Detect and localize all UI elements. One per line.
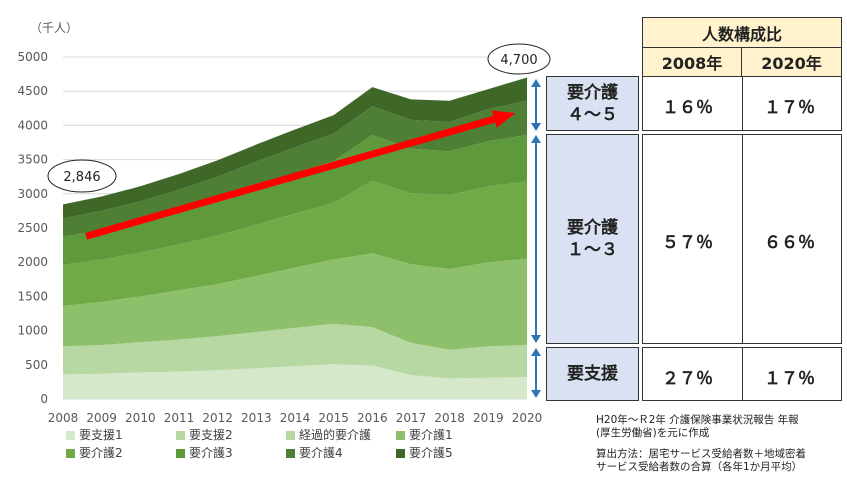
area-series-要介護4 [63, 100, 527, 237]
legend-item: 要介護2 [66, 446, 123, 460]
callout-bubble [487, 43, 551, 75]
legend-label: 要支援1 [79, 428, 123, 442]
x-tick-label: 2008 [48, 411, 79, 425]
trend-arrow-shaft [85, 115, 496, 240]
trend-arrow-head [491, 110, 516, 128]
legend-swatch [176, 431, 185, 440]
area-series-要介護2 [63, 180, 527, 306]
group-bracket-arrows [531, 79, 541, 398]
x-tick-label: 2020 [512, 411, 543, 425]
x-tick-label: 2010 [125, 411, 156, 425]
legend-item: 要介護3 [176, 446, 233, 460]
legend-label: 要介護4 [299, 446, 343, 460]
legend-item: 要介護5 [396, 446, 453, 460]
group-label-support: 要支援 [546, 347, 639, 401]
pct-2020-support: １７％ [764, 369, 815, 389]
x-tick-label: 2013 [241, 411, 272, 425]
callout-bubble [47, 159, 117, 193]
x-tick-label: 2018 [434, 411, 465, 425]
area-series-要支援2 [63, 323, 527, 379]
y-tick-label: 2000 [17, 255, 48, 269]
area-series-要介護5 [63, 77, 527, 219]
y-tick-label: 4500 [17, 84, 48, 98]
x-tick-label: 2015 [318, 411, 349, 425]
legend-item: 要支援2 [176, 428, 233, 442]
group-label-line1: 要支援 [567, 364, 618, 384]
legend-label: 要介護1 [409, 428, 453, 442]
legend-item: 要支援1 [66, 428, 123, 442]
y-tick-labels: 0 500 1000 1500 2000 2500 3000 3500 4000 4500 5000 [17, 50, 48, 406]
area-layer [63, 77, 527, 399]
area-series-要支援1 [63, 364, 527, 399]
group-label-care-1-3: 要介護 １～３ [546, 134, 639, 344]
method-note-line2: サービス受給者数の合算（各年1か月平均） [596, 461, 803, 473]
legend-swatch [396, 431, 405, 440]
x-tick-label: 2012 [202, 411, 233, 425]
pct-2008-care-4-5: １６％ [662, 98, 713, 118]
table-col-2020: 2020年 [741, 47, 842, 77]
x-tick-label: 2016 [357, 411, 388, 425]
row-care-4-5 [642, 76, 842, 131]
callout-label: 2,846 [63, 170, 100, 185]
x-tick-label: 2009 [86, 411, 117, 425]
x-tick-label: 2011 [164, 411, 195, 425]
callout-label: 4,700 [500, 53, 537, 68]
source-note-line1: H20年～Ｒ2年 介護保険事業状況報告 年報 [596, 414, 799, 426]
group-label-line2: ４～５ [567, 104, 618, 125]
bracket-arrow-care-1-3 [531, 135, 541, 343]
group-label-care-4-5: 要介護 ４～５ [546, 76, 639, 131]
legend-item: 要介護1 [396, 428, 453, 442]
legend-label: 要介護2 [79, 446, 123, 460]
legend-swatch [396, 449, 405, 458]
y-tick-label: 1000 [17, 324, 48, 338]
legend-swatch [66, 449, 75, 458]
pct-2020-care-4-5: １７％ [764, 98, 815, 118]
group-label-line2: １～３ [567, 240, 618, 260]
legend-swatch [66, 431, 75, 440]
x-tick-label: 2019 [473, 411, 504, 425]
legend-label: 経過的要介護 [299, 428, 372, 442]
group-label-line1: 要介護 [567, 82, 618, 103]
bracket-arrow-care-4-5 [531, 79, 541, 131]
row-support [642, 347, 842, 401]
y-tick-label: 3500 [17, 153, 48, 167]
group-label-line1: 要介護 [567, 218, 618, 238]
table-col-2008: 2008年 [642, 47, 742, 77]
x-tick-labels: 2008 2009 2010 2011 2012 2013 2014 2015 2016 2017… [48, 411, 543, 425]
area-series-要介護3 [63, 134, 527, 265]
trend-arrow-layer [85, 110, 516, 240]
bracket-arrow-support [531, 348, 541, 398]
y-tick-label: 0 [40, 392, 48, 406]
legend-label: 要介護5 [409, 446, 453, 460]
area-series-要介護1 [63, 253, 527, 350]
row-care-1-3 [642, 134, 842, 344]
x-tick-label: 2014 [280, 411, 311, 425]
y-tick-label: 5000 [17, 50, 48, 64]
legend-swatch [176, 449, 185, 458]
y-tick-label: 4000 [17, 118, 48, 132]
method-note-line1: 算出方法：居宅サービス受給者数＋地域密着 [596, 448, 806, 460]
legend-label: 要介護3 [189, 446, 233, 460]
y-tick-label: 1500 [17, 289, 48, 303]
pct-2008-care-1-3: ５７％ [662, 233, 713, 253]
table-title: 人数構成比 [642, 17, 842, 48]
y-tick-label: 2500 [17, 221, 48, 235]
unit-label: （千人） [30, 21, 78, 35]
y-tick-label: 500 [25, 358, 48, 372]
source-note-line2: (厚生労働省)を元に作成 [596, 427, 710, 439]
y-tick-label: 3000 [17, 187, 48, 201]
callout-layer: 2,846 4,700 [47, 43, 551, 193]
legend-swatch [286, 449, 295, 458]
x-tick-label: 2017 [396, 411, 427, 425]
legend-item: 要介護4 [286, 446, 343, 460]
legend-item: 経過的要介護 [286, 428, 371, 442]
pct-2008-support: ２７％ [662, 369, 713, 389]
legend-swatch [286, 431, 295, 440]
legend-label: 要支援2 [189, 428, 233, 442]
pct-2020-care-1-3: ６６％ [764, 233, 815, 253]
